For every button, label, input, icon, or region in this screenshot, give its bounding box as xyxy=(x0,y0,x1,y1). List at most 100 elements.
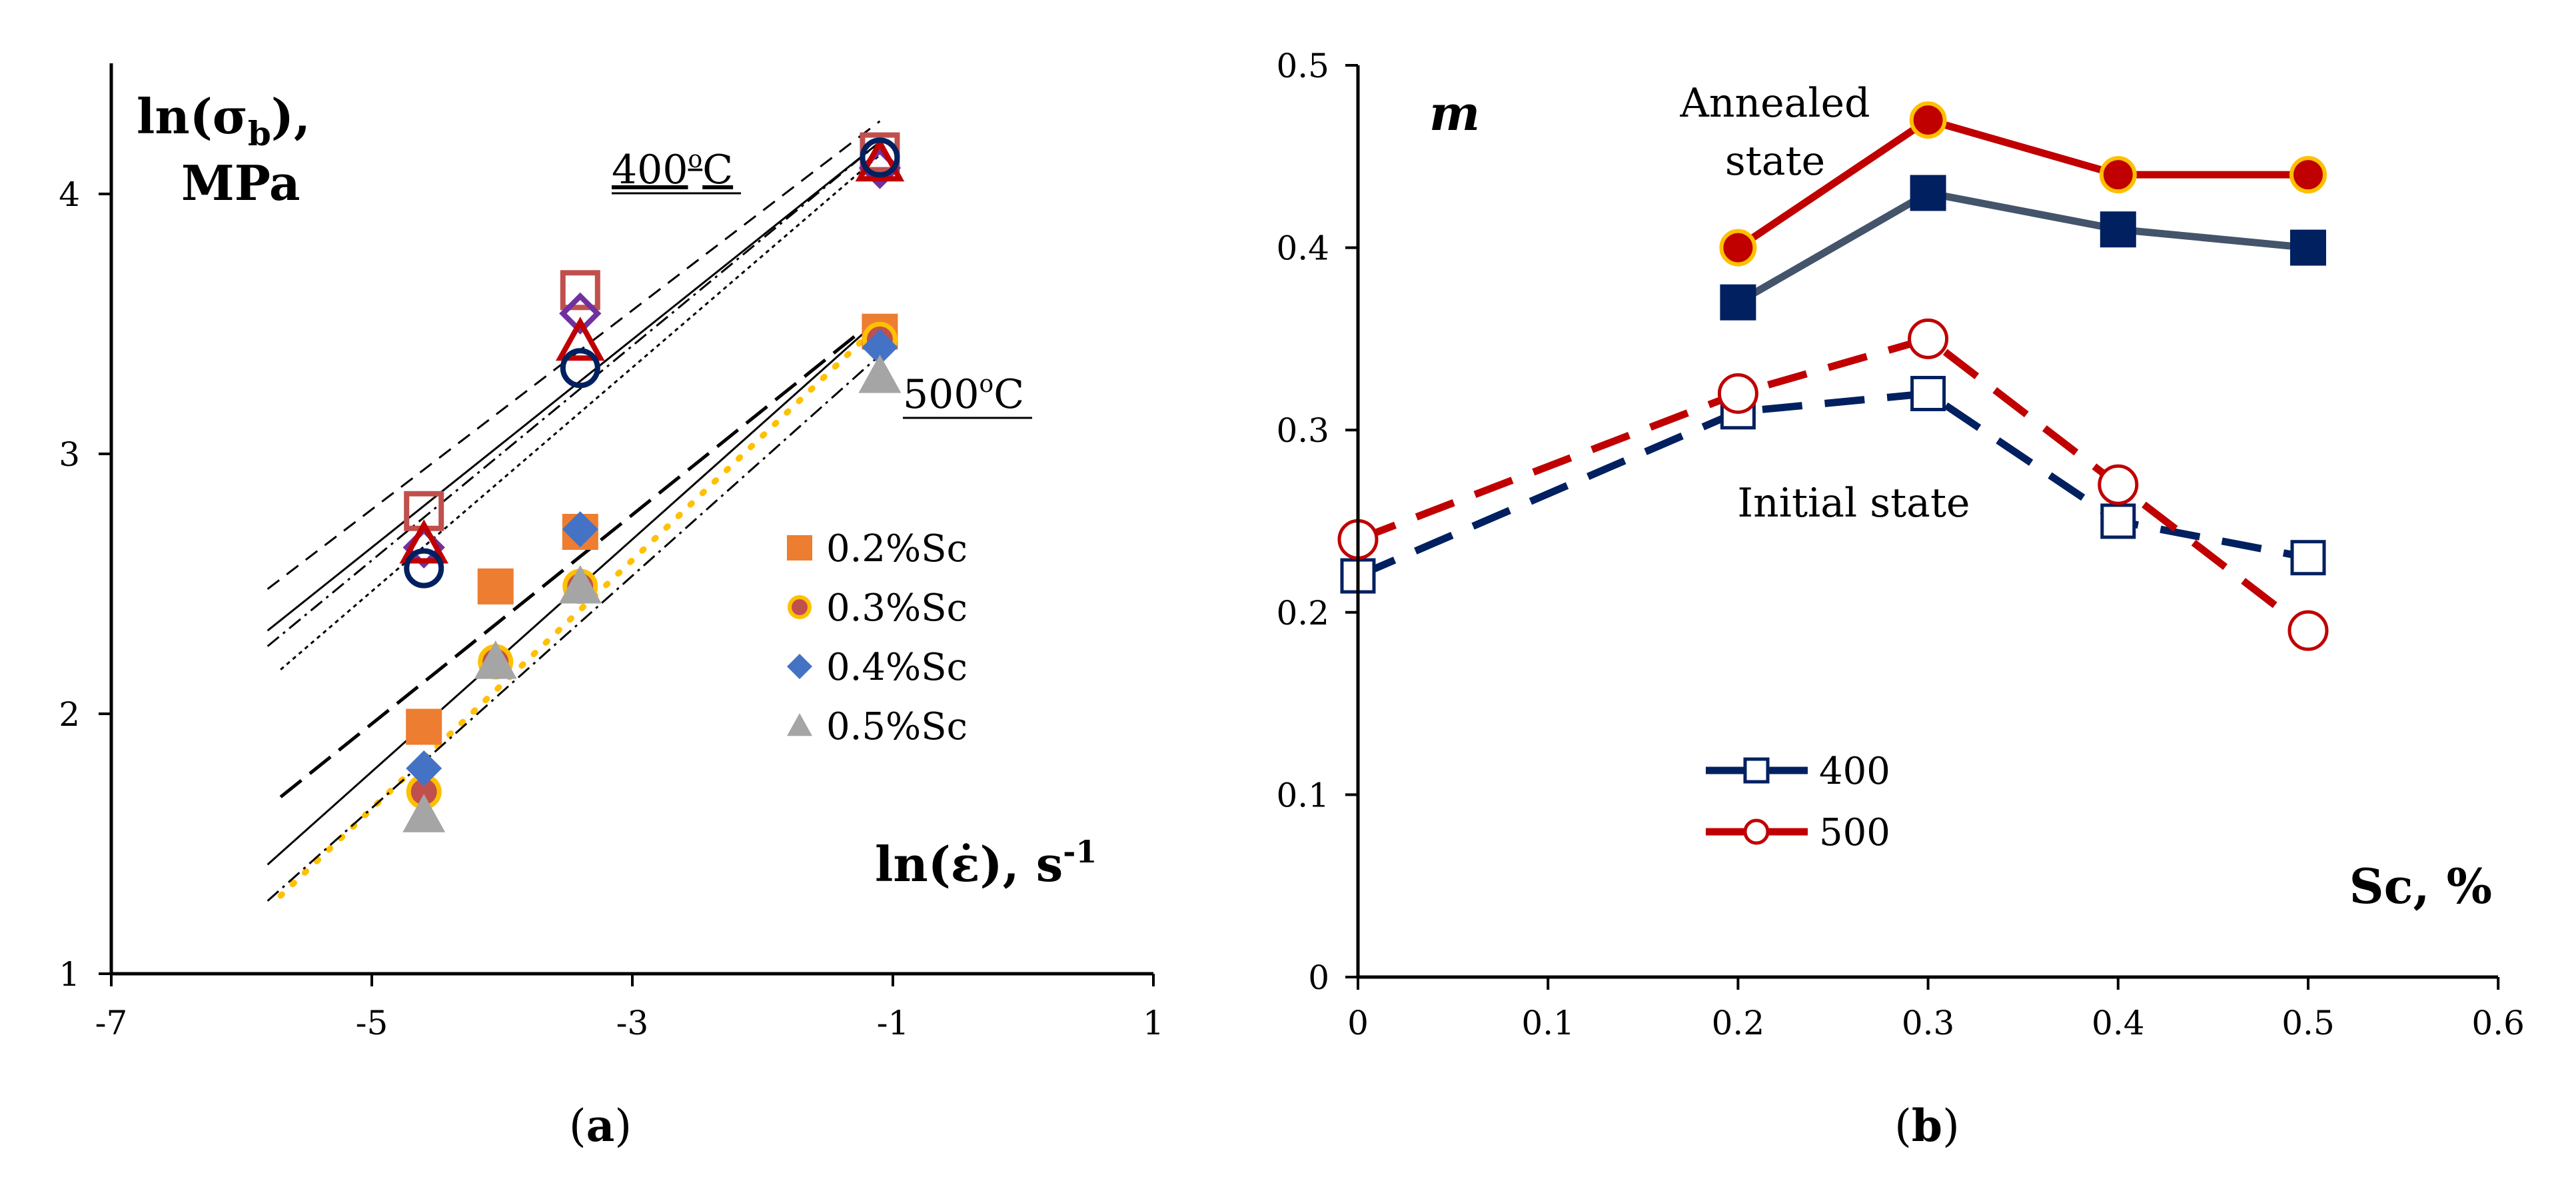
marker-annealed-400 xyxy=(2100,211,2136,248)
x-tick-label: 0.2 xyxy=(1712,1004,1765,1042)
marker-initial-400 xyxy=(1910,375,1946,411)
trendline-400-3 xyxy=(280,154,881,670)
legend-marker xyxy=(787,654,812,679)
marker-initial-500 xyxy=(1908,318,1949,359)
caption-letter-b: b xyxy=(1912,1100,1942,1152)
legend-label: 400 xyxy=(1819,750,1890,793)
marker-500-0.5%Sc xyxy=(402,794,446,832)
x-tick-label: -1 xyxy=(877,1004,910,1042)
x-tick-label: 0.5 xyxy=(2281,1004,2335,1042)
x-tick-label: -5 xyxy=(356,1004,388,1042)
marker-400-series-3 xyxy=(560,348,600,389)
marker-500-0.5%Sc xyxy=(558,565,602,604)
panel-caption-b: (b) xyxy=(1894,1100,1960,1152)
annotation-500c-unit: C xyxy=(993,371,1024,418)
x-tick-label: 0 xyxy=(1347,1004,1369,1042)
y-axis-label: m xyxy=(1429,85,1480,141)
y-tick-label: 0.3 xyxy=(1276,411,1329,450)
y-label-subscript: b xyxy=(248,114,271,153)
legend-marker xyxy=(787,713,812,736)
y-label-end: ), xyxy=(271,88,311,145)
annotation-500c: 500oC xyxy=(903,371,1024,418)
x-label-text: ln(ε̇), s xyxy=(875,836,1063,892)
series-line-annealed-500 xyxy=(1736,116,2308,251)
y-tick-label: 0 xyxy=(1308,958,1329,997)
panel-caption-a: (a) xyxy=(569,1100,632,1152)
axis-ticks: 0 0.1 0.2 0.3 0.4 0.5 0.6 0 0.1 0.2 0.3 0.4 0.5 xyxy=(1276,47,2524,1042)
marker-400-series-2 xyxy=(855,137,905,182)
x-tick-label: 0.4 xyxy=(2092,1004,2145,1042)
y-tick-label: 0.5 xyxy=(1276,47,1329,85)
markers-group xyxy=(1337,101,2329,651)
marker-500-0.4%Sc xyxy=(862,329,898,366)
marker-400-series-1 xyxy=(559,292,602,335)
marker-400-series-3 xyxy=(860,137,900,178)
y-axis-label: ln(σb), xyxy=(137,88,311,153)
marker-400-series-0 xyxy=(560,270,600,311)
y-tick-label: 0.1 xyxy=(1276,776,1329,814)
marker-500-0.2%Sc xyxy=(477,568,514,604)
series-line-initial-500 xyxy=(1357,335,2311,634)
trendline-500-7 xyxy=(267,354,881,902)
caption-letter-a: a xyxy=(586,1100,615,1152)
marker-annealed-500 xyxy=(2289,156,2327,194)
annotation-annealed: Annealed xyxy=(1680,80,1870,127)
y-tick-label: 1 xyxy=(59,955,80,994)
annotation-initial-state: Initial state xyxy=(1737,480,1970,527)
marker-400-series-3 xyxy=(404,548,444,589)
marker-annealed-400 xyxy=(1910,175,1946,211)
y-tick-label: 2 xyxy=(59,695,80,734)
marker-initial-500 xyxy=(1717,373,1758,414)
annotation-500c-value: 500 xyxy=(903,371,979,418)
trendline-400-0 xyxy=(267,120,881,590)
series-lines-group xyxy=(1356,116,2311,634)
annotation-500c-degree: o xyxy=(979,371,994,398)
trendline-500-4 xyxy=(279,315,882,798)
y-tick-label: 4 xyxy=(59,175,80,214)
legend-label: 0.4%Sc xyxy=(826,646,967,689)
x-axis-label: ln(ε̇), s-1 xyxy=(875,834,1097,892)
x-tick-label: 0.1 xyxy=(1521,1004,1575,1042)
legend-marker xyxy=(1743,757,1770,784)
annotation-400c-unit: C xyxy=(702,147,733,193)
x-axis-label: Sc, % xyxy=(2349,858,2492,914)
annotation-400c-degree: o xyxy=(688,146,703,173)
x-tick-label: 1 xyxy=(1143,1004,1164,1042)
marker-initial-400 xyxy=(2290,540,2326,576)
marker-annealed-400 xyxy=(2290,229,2326,266)
marker-annealed-500 xyxy=(2099,156,2137,194)
series-line-initial-400 xyxy=(1356,389,2309,580)
legend-label: 0.5%Sc xyxy=(826,705,967,748)
trendline-400-2 xyxy=(267,141,881,647)
x-tick-label: 0.3 xyxy=(1902,1004,1955,1042)
marker-500-0.2%Sc xyxy=(406,708,442,745)
marker-400-series-2 xyxy=(399,519,448,564)
legend-marker xyxy=(1743,818,1770,845)
markers-group xyxy=(399,132,905,832)
x-tick-label: -7 xyxy=(95,1004,128,1042)
legend-label: 500 xyxy=(1819,811,1890,854)
annotation-annealed-state: state xyxy=(1725,138,1825,185)
marker-initial-500 xyxy=(2098,464,2139,505)
x-tick-label: 0.6 xyxy=(2471,1004,2525,1042)
legend-marker xyxy=(788,595,812,619)
axis-ticks: -7 -5 -3 -1 1 1 2 3 4 xyxy=(59,175,1164,1042)
marker-500-0.5%Sc xyxy=(858,355,902,393)
annotation-400c-value: 400 xyxy=(612,147,688,193)
marker-500-0.4%Sc xyxy=(406,750,442,786)
marker-initial-500 xyxy=(2287,610,2329,651)
y-tick-label: 0.4 xyxy=(1276,229,1329,268)
trendlines-group xyxy=(267,120,883,902)
marker-400-series-2 xyxy=(556,317,605,361)
y-tick-label: 0.2 xyxy=(1276,594,1329,632)
marker-annealed-500 xyxy=(1719,229,1757,267)
marker-500-0.4%Sc xyxy=(562,511,598,548)
panel-b-chart: 0 0.1 0.2 0.3 0.4 0.5 0.6 0 0.1 0.2 0.3 0.4 0.5 m An… xyxy=(1276,47,2524,1152)
marker-initial-400 xyxy=(2100,503,2136,539)
marker-annealed-500 xyxy=(1909,101,1947,139)
marker-500-0.5%Sc xyxy=(474,640,517,679)
legend-label: 0.3%Sc xyxy=(826,587,967,630)
